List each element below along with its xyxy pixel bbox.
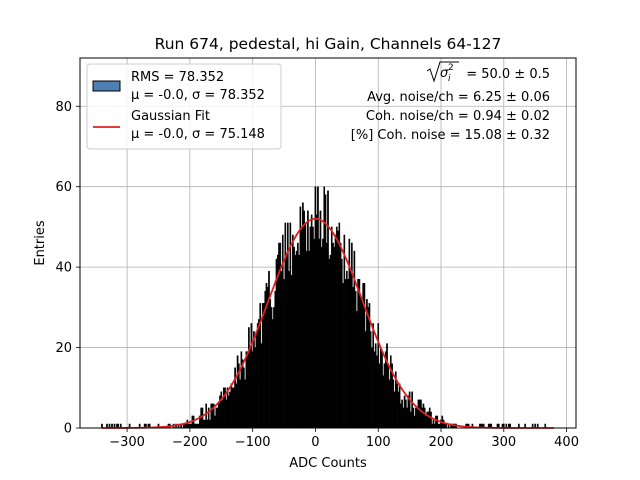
coh-noise-text: Coh. noise/ch = 0.94 ± 0.02 [366, 109, 550, 124]
sigma-sum-formula: σ 2 i = 50.0 ± 0.5 [426, 61, 550, 84]
x-tick-label: −300 [109, 435, 145, 450]
gaussian-fit-curve [101, 217, 555, 429]
x-axis: −300 −200 −100 0 100 200 300 400 [109, 428, 579, 450]
x-tick-label: −100 [235, 435, 271, 450]
legend: RMS = 78.352 μ = -0.0, σ = 78.352 Gaussi… [86, 63, 282, 150]
legend-fit-line1: Gaussian Fit [131, 109, 210, 124]
x-tick-label: 100 [366, 435, 391, 450]
y-tick-label: 40 [55, 261, 72, 276]
x-axis-label: ADC Counts [289, 456, 367, 471]
sigma-subscript: i [448, 74, 451, 84]
x-tick-label: 0 [311, 435, 319, 450]
legend-histogram-line1: RMS = 78.352 [131, 70, 224, 85]
sigma-superscript: 2 [448, 63, 454, 73]
y-axis-label: Entries [33, 220, 48, 266]
legend-frame [86, 63, 282, 150]
y-tick-label: 60 [55, 180, 72, 195]
x-tick-label: 200 [429, 435, 454, 450]
sqrt-symbol [426, 61, 459, 83]
y-tick-label: 80 [55, 100, 72, 115]
avg-noise-text: Avg. noise/ch = 6.25 ± 0.06 [367, 90, 550, 105]
y-tick-label: 0 [64, 422, 72, 437]
sigma-symbol: σ [440, 66, 449, 81]
x-tick-label: 300 [491, 435, 516, 450]
x-tick-label: −200 [172, 435, 208, 450]
chart-title: Run 674, pedestal, hi Gain, Channels 64-… [155, 35, 502, 53]
y-axis: 0 20 40 60 80 [55, 100, 80, 437]
sigma-value: = 50.0 ± 0.5 [466, 67, 550, 82]
histogram-bar [445, 423, 447, 429]
coh-noise-percent-text: [%] Coh. noise = 15.08 ± 0.32 [351, 128, 550, 143]
y-tick-label: 20 [55, 341, 72, 356]
legend-histogram-swatch [92, 80, 121, 92]
legend-histogram-line2: μ = -0.0, σ = 78.352 [131, 88, 265, 103]
legend-fit-line2: μ = -0.0, σ = 75.148 [131, 127, 265, 142]
x-tick-label: 400 [554, 435, 579, 450]
plot-frame [79, 57, 577, 429]
noise-annotations: σ 2 i = 50.0 ± 0.5 Avg. noise/ch = 6.25 … [351, 61, 550, 143]
